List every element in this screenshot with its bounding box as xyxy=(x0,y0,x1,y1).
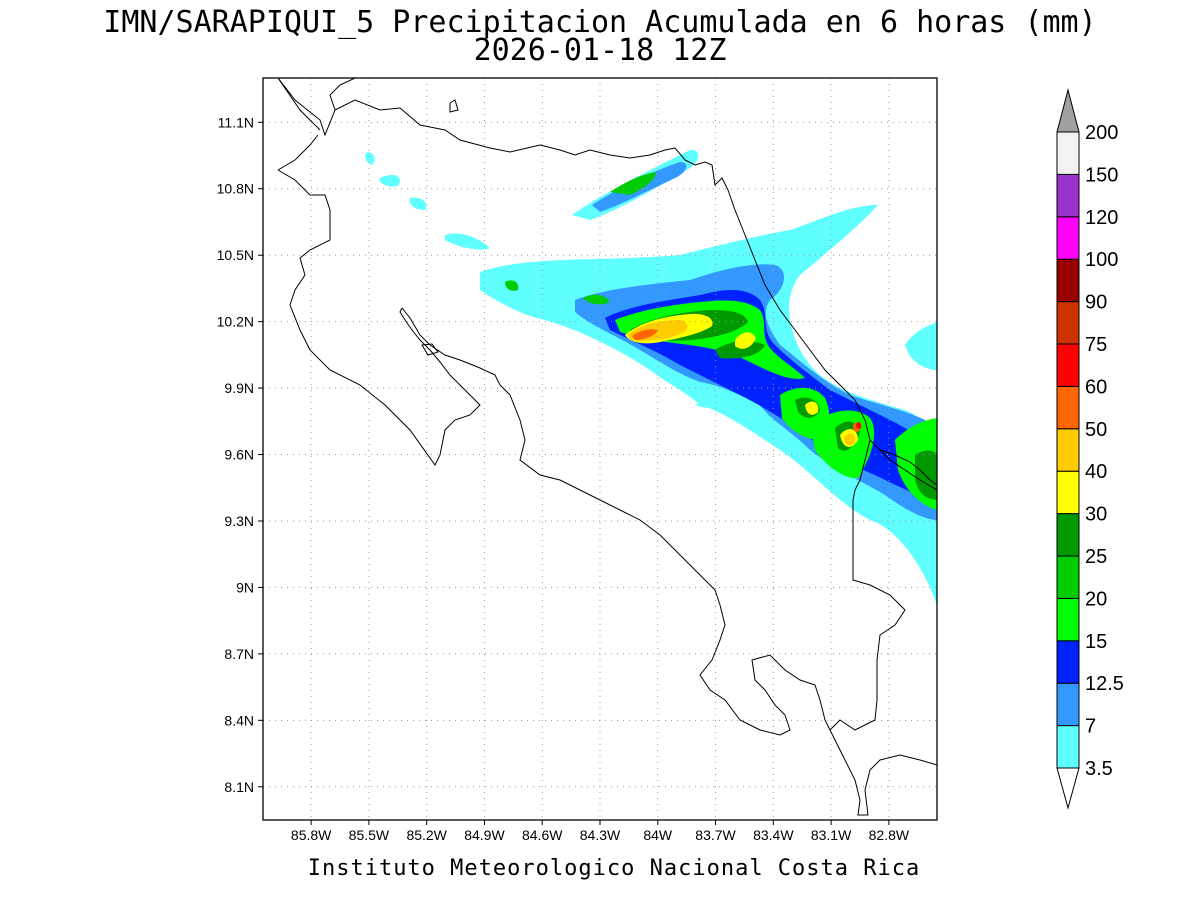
precip-area-15mm-north xyxy=(505,172,656,305)
colorbar-swatch xyxy=(1056,131,1080,175)
colorbar-label: 12.5 xyxy=(1085,673,1124,695)
colorbar-swatch xyxy=(1056,301,1080,345)
island-small xyxy=(449,99,459,113)
colorbar-label: 75 xyxy=(1085,334,1107,356)
lon-tick-label: 83.7W xyxy=(695,827,736,843)
lake-nicaragua-shore xyxy=(329,78,356,111)
colorbar-swatch xyxy=(1056,555,1080,599)
coastlines-and-borders xyxy=(277,78,937,816)
colorbar-label: 90 xyxy=(1085,292,1107,314)
lon-tick-label: 84.9W xyxy=(464,827,505,843)
lat-tick-label: 10.8N xyxy=(217,181,254,197)
lat-tick-label: 9.3N xyxy=(224,513,254,529)
colorbar-swatch xyxy=(1056,640,1080,684)
colorbar-label: 120 xyxy=(1085,207,1118,229)
colorbar-low-arrow xyxy=(1056,767,1080,810)
colorbar-swatch xyxy=(1056,216,1080,260)
lon-tick-label: 83.1W xyxy=(811,827,852,843)
colorbar-swatch xyxy=(1056,343,1080,387)
costa-rica-panama-border xyxy=(829,439,906,731)
colorbar-label: 15 xyxy=(1085,631,1107,653)
colorbar-swatch xyxy=(1056,513,1080,557)
lat-tick-label: 8.1N xyxy=(224,779,254,795)
lat-tick-label: 9.6N xyxy=(224,447,254,463)
colorbar-swatch xyxy=(1056,258,1080,303)
lat-tick-label: 11.1N xyxy=(218,114,254,130)
colorbar-label: 60 xyxy=(1085,376,1107,398)
panama-north-coast xyxy=(879,449,937,486)
costa-rica-caribbean-coast xyxy=(727,189,937,491)
colorbar-swatch xyxy=(1056,682,1080,727)
map-gridlines xyxy=(263,78,937,820)
colorbar-swatch xyxy=(1056,597,1080,642)
precip-area-60mm xyxy=(856,422,862,429)
colorbar-swatch xyxy=(1056,725,1080,769)
colorbar-swatch xyxy=(1056,428,1080,472)
colorbar-swatch xyxy=(1056,173,1080,218)
lon-tick-label: 82.8W xyxy=(869,827,910,843)
precipitation-field xyxy=(365,149,937,605)
precip-area-15mm-south xyxy=(780,387,937,510)
colorbar-label: 7 xyxy=(1085,716,1096,738)
colorbar-label: 150 xyxy=(1085,164,1118,186)
nicoya-gulf-coast xyxy=(401,307,937,816)
lon-tick-label: 83.4W xyxy=(753,827,794,843)
colorbar-label: 20 xyxy=(1085,588,1107,610)
colorbar-swatch xyxy=(1056,385,1080,430)
colorbar-label: 50 xyxy=(1085,419,1107,441)
lat-tick-label: 8.4N xyxy=(224,712,254,728)
lon-tick-label: 84W xyxy=(643,827,673,843)
lat-tick-label: 9.9N xyxy=(224,380,254,396)
lon-tick-label: 85.5W xyxy=(349,827,390,843)
nicaragua-costa-rica-border xyxy=(277,78,321,131)
colorbar-label: 25 xyxy=(1085,546,1107,568)
caribbean-nicaragua-coast xyxy=(277,78,729,191)
lon-tick-label: 85.2W xyxy=(406,827,447,843)
map-title: IMN/SARAPIQUI_5 Precipitacion Acumulada … xyxy=(103,5,1097,40)
lat-tick-label: 10.2N xyxy=(217,314,254,330)
pacific-coast-north xyxy=(277,134,481,466)
footer-credit: Instituto Meteorologico Nacional Costa R… xyxy=(307,856,921,881)
colorbar-label: 3.5 xyxy=(1085,758,1113,780)
colorbar-swatch xyxy=(1056,470,1080,515)
map-subtitle-datetime: 2026-01-18 12Z xyxy=(473,33,727,68)
island-chira xyxy=(421,343,439,356)
map-frame xyxy=(262,77,938,821)
colorbar-label: 200 xyxy=(1085,122,1118,144)
precipitation-colorbar: 3.5 7 12.5 15 20 25 30 40 50 60 75 90 100 120 150 200 xyxy=(1056,88,1124,810)
colorbar-label: 40 xyxy=(1085,461,1107,483)
lat-tick-label: 9N xyxy=(236,579,254,595)
colorbar-label: 30 xyxy=(1085,504,1107,526)
lat-tick-label: 10.5N xyxy=(217,247,254,263)
colorbar-label: 100 xyxy=(1085,249,1118,271)
latitude-axis: 11.1N 10.8N 10.5N 10.2N 9.9N 9.6N 9.3N 9N 8.7N 8.… xyxy=(217,114,263,795)
lon-tick-label: 84.6W xyxy=(522,827,563,843)
lon-tick-label: 85.8W xyxy=(291,827,332,843)
colorbar-high-arrow xyxy=(1056,88,1080,133)
lon-tick-label: 84.3W xyxy=(580,827,621,843)
lat-tick-label: 8.7N xyxy=(224,646,254,662)
longitude-axis: 85.8W 85.5W 85.2W 84.9W 84.6W 84.3W 84W 83.7W 83… xyxy=(291,820,910,843)
